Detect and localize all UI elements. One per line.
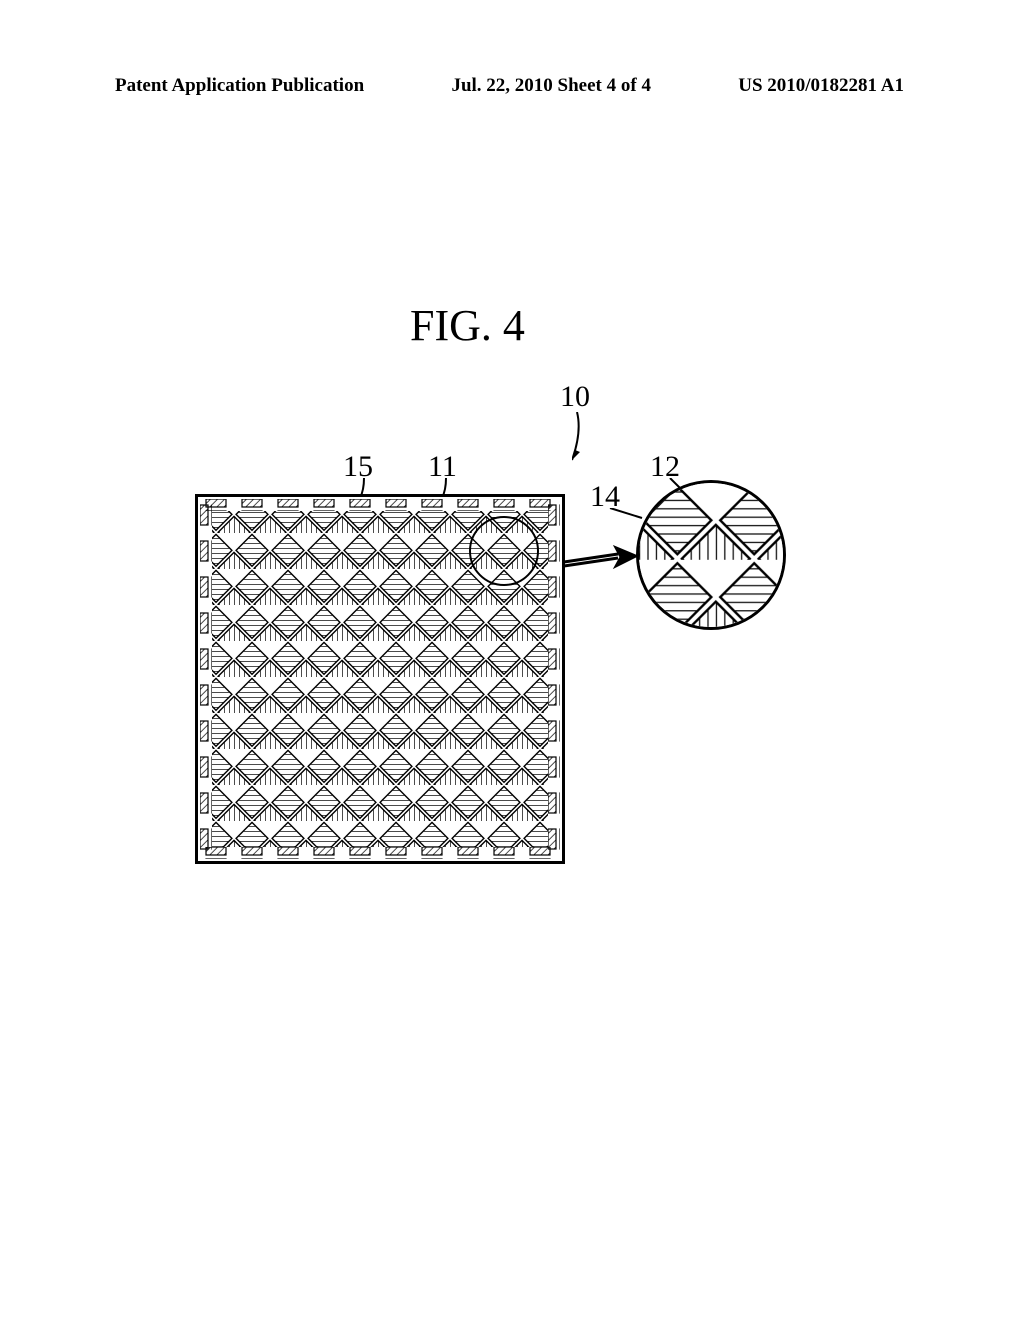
page-header: Patent Application Publication Jul. 22, … <box>0 75 1024 97</box>
panel-pattern <box>198 497 562 861</box>
figure-title: FIG. 4 <box>410 300 525 351</box>
inset-pattern <box>639 483 783 627</box>
main-panel <box>195 494 565 864</box>
leader-10 <box>572 412 602 462</box>
zoom-arrow <box>560 540 640 580</box>
header-center: Jul. 22, 2010 Sheet 4 of 4 <box>451 75 651 97</box>
header-left: Patent Application Publication <box>115 75 364 97</box>
header-right: US 2010/0182281 A1 <box>738 75 904 97</box>
inset-magnifier <box>636 480 786 630</box>
ref-label-10: 10 <box>560 380 590 414</box>
